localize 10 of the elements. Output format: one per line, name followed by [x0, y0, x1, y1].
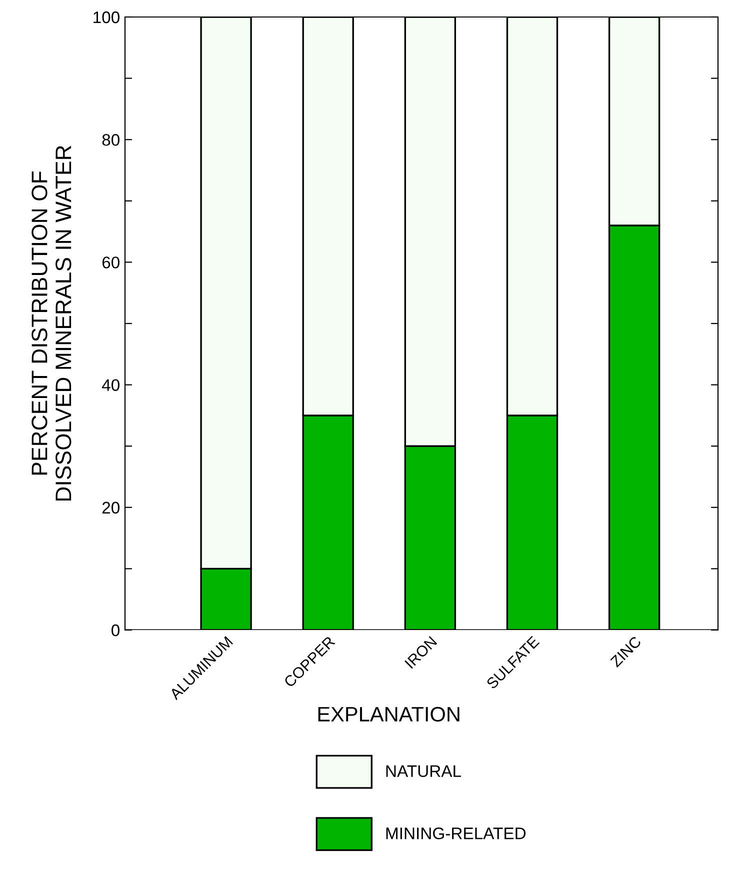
legend-label: NATURAL [386, 765, 461, 778]
y-tick-label: 20 [102, 502, 120, 514]
y-tick-label: 0 [112, 624, 120, 636]
y-tick-label: 40 [102, 379, 120, 392]
y-axis-title: PERCENT DISTRIBUTION OF DISSOLVED MINERALS IN WATER [32, 146, 72, 501]
legend-label: MINING-RELATED [386, 828, 526, 840]
y-tick-label: 100 [94, 11, 120, 24]
legend-title: EXPLANATION [318, 706, 460, 722]
y-tick-label: 60 [102, 256, 120, 268]
y-tick-label: 80 [102, 134, 120, 146]
